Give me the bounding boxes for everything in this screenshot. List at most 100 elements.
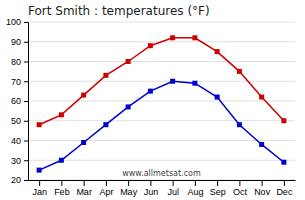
y-axis: 20 30 40 50 60 70 80 90 100	[6, 17, 29, 185]
grid	[28, 22, 295, 180]
grid-line	[28, 160, 295, 161]
y-tick-label: 30	[11, 156, 21, 166]
y-tick-label: 60	[11, 96, 21, 106]
x-tick-mark	[128, 180, 129, 186]
marker	[281, 118, 286, 123]
x-tick-mark	[217, 180, 218, 186]
grid-line	[28, 61, 295, 62]
series-line	[39, 81, 284, 170]
marker	[126, 59, 131, 64]
y-tick-mark	[24, 62, 28, 63]
x-tick-label: Sep	[210, 187, 226, 197]
title: Fort Smith : temperatures (°F)	[28, 4, 210, 18]
marker	[59, 158, 64, 163]
marker	[237, 69, 242, 74]
y-tick: 40	[11, 136, 28, 146]
marker	[81, 93, 86, 98]
marker	[259, 142, 264, 147]
x-tick-label: Jun	[144, 187, 159, 197]
x-tick-mark	[195, 180, 196, 186]
marker	[215, 95, 220, 100]
marker	[37, 168, 42, 173]
y-tick-label: 50	[11, 116, 21, 126]
y-tick-mark	[24, 141, 28, 142]
grid-line	[28, 140, 295, 141]
x-tick-mark	[239, 180, 240, 186]
x-tick-mark	[284, 180, 285, 186]
y-tick-label: 80	[11, 57, 21, 67]
x-tick-label: May	[120, 187, 138, 197]
series-group	[37, 35, 287, 172]
series-markers	[37, 35, 287, 127]
y-tick-mark	[24, 121, 28, 122]
x-tick-mark	[106, 180, 107, 186]
y-tick-label: 90	[11, 37, 21, 47]
marker	[215, 49, 220, 54]
x-tick-mark	[61, 180, 62, 186]
x-tick-label: Dec	[276, 187, 293, 197]
y-tick-mark	[24, 22, 28, 23]
marker	[126, 104, 131, 109]
marker	[59, 112, 64, 117]
marker	[103, 122, 108, 127]
y-tick: 70	[11, 77, 28, 87]
x-tick: Feb	[54, 180, 70, 197]
y-tick-mark	[24, 160, 28, 161]
y-tick: 80	[11, 57, 28, 67]
series-line	[39, 38, 284, 125]
y-tick-mark	[24, 81, 28, 82]
marker	[148, 89, 153, 94]
y-tick-label: 100	[6, 17, 21, 27]
grid-line	[28, 101, 295, 102]
marker	[103, 73, 108, 78]
x-tick: Sep	[210, 180, 226, 197]
x-tick-label: Aug	[187, 187, 203, 197]
grid-line	[28, 81, 295, 82]
x-axis-line	[29, 180, 296, 181]
x-tick-mark	[262, 180, 263, 186]
y-axis-line	[24, 23, 29, 181]
x-tick: Jan	[32, 180, 47, 197]
chart: JanFebMarAprMayJunJulAugSepOctNovDec2030…	[0, 0, 305, 200]
marker	[148, 43, 153, 48]
marker	[259, 95, 264, 100]
x-tick: Jun	[144, 180, 159, 197]
marker	[281, 160, 286, 165]
grid-line	[28, 180, 295, 181]
x-tick-label: Jan	[32, 187, 47, 197]
x-tick: Nov	[254, 180, 271, 197]
x-tick-mark	[173, 180, 174, 186]
marker	[170, 35, 175, 40]
series-markers	[37, 79, 287, 173]
marker	[81, 140, 86, 145]
y-tick: 20	[11, 175, 28, 185]
grid-line	[28, 22, 295, 23]
marker	[37, 122, 42, 127]
y-tick-label: 20	[11, 175, 21, 185]
x-tick-mark	[39, 180, 40, 186]
x-tick: Dec	[276, 180, 293, 197]
marker	[192, 35, 197, 40]
x-tick: May	[120, 180, 138, 197]
x-tick-label: Oct	[233, 187, 248, 197]
x-tick-mark	[150, 180, 151, 186]
x-axis: JanFebMarAprMayJunJulAugSepOctNovDec	[29, 180, 296, 197]
x-tick: Oct	[233, 180, 248, 197]
x-tick-label: Apr	[99, 187, 113, 197]
marker	[192, 81, 197, 86]
x-tick-label: Jul	[167, 187, 179, 197]
plot: JanFebMarAprMayJunJulAugSepOctNovDec2030…	[6, 17, 296, 197]
x-tick-label: Nov	[254, 187, 271, 197]
x-tick-label: Feb	[54, 187, 70, 197]
x-tick: Jul	[167, 180, 179, 197]
marker	[170, 79, 175, 84]
y-tick-mark	[24, 42, 28, 43]
y-tick-mark	[24, 101, 28, 102]
y-tick-mark	[24, 180, 28, 181]
x-tick: Aug	[187, 180, 203, 197]
y-tick-label: 70	[11, 77, 21, 87]
y-tick: 90	[11, 37, 28, 47]
y-tick-label: 40	[11, 136, 21, 146]
x-tick: Apr	[99, 180, 113, 197]
y-tick: 60	[11, 96, 28, 106]
